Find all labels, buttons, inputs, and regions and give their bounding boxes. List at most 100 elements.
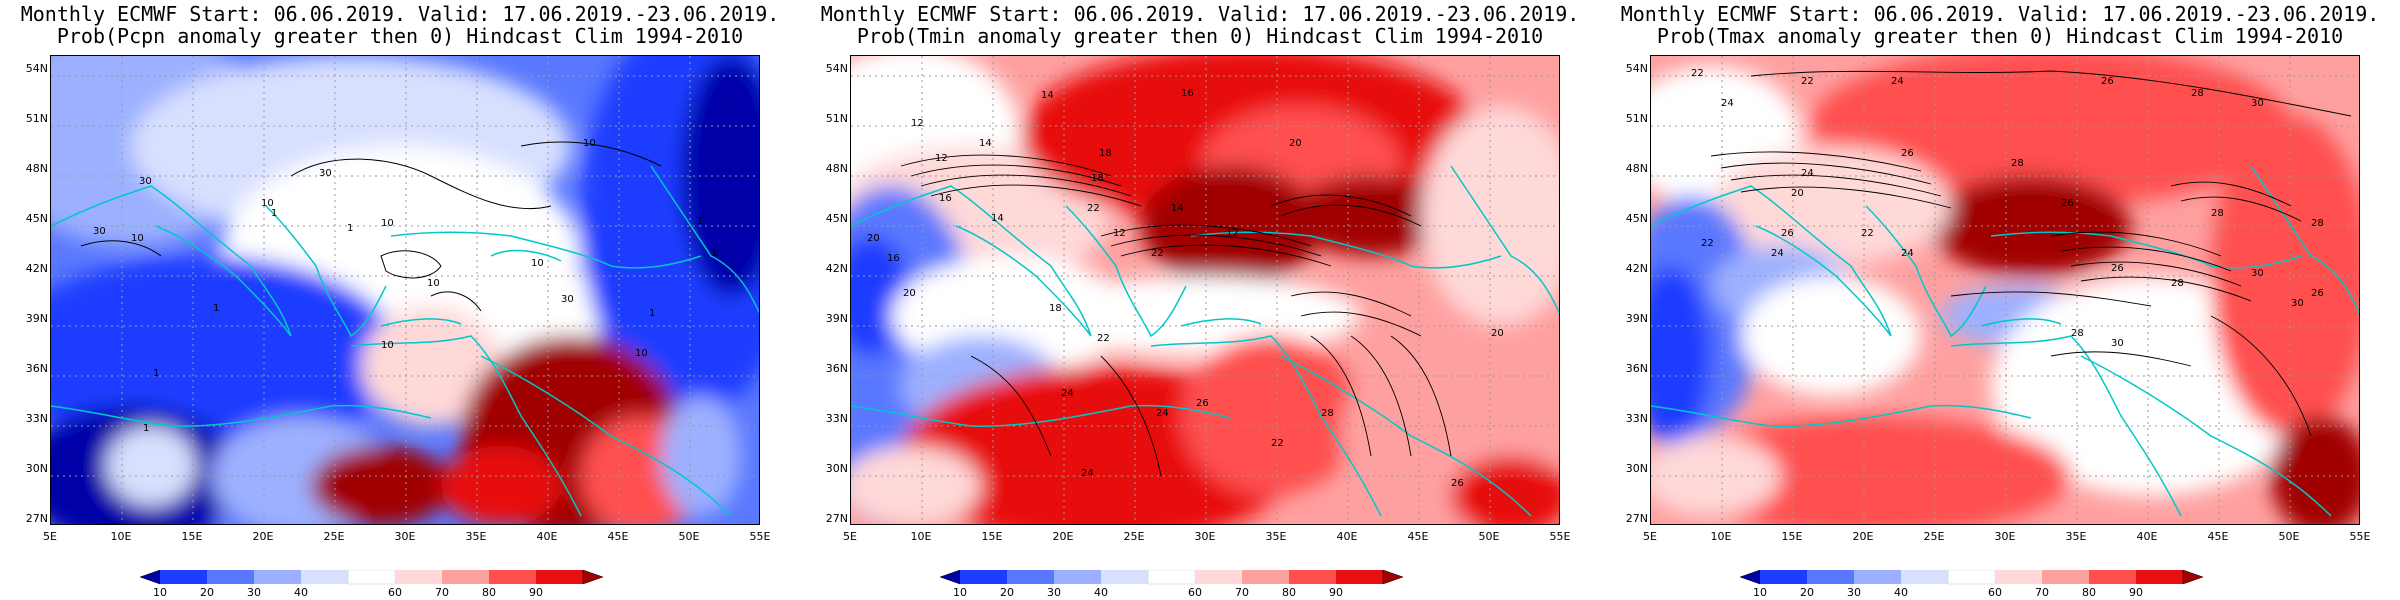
contour-label: 10 [427,278,440,289]
lon-label: 25E [1923,530,1945,543]
tmin-map: 14 16 12 14 18 20 12 16 18 22 14 20 16 1… [850,55,1560,525]
panel-tmin: Monthly ECMWF Start: 06.06.2019. Valid: … [800,0,1600,600]
lat-label: 30N [25,462,48,475]
contour-label: 28 [1321,408,1334,419]
panel-title-line1: Monthly ECMWF Start: 06.06.2019. Valid: … [20,2,780,26]
lon-label: 15E [981,530,1003,543]
contour-label: 10 [583,138,596,149]
colorbar-label: 60 [388,586,402,599]
contour-label: 10 [381,218,394,229]
panel-precipitation: Monthly ECMWF Start: 06.06.2019. Valid: … [0,0,800,600]
contour-label: 10 [261,198,274,209]
contour-label: 28 [2211,208,2224,219]
lat-label: 36N [1625,362,1648,375]
lat-label: 42N [825,262,848,275]
colorbar-label: 90 [1329,586,1343,599]
contour-label: 1 [347,223,353,234]
contour-label: 30 [93,226,106,237]
lat-label: 51N [825,112,848,125]
lat-label: 45N [825,212,848,225]
panel-title-line1: Monthly ECMWF Start: 06.06.2019. Valid: … [1620,2,2380,26]
contour-label: 22 [1801,76,1814,87]
lon-label: 55E [749,530,771,543]
colorbar-label: 10 [153,586,167,599]
colorbar-label: 70 [435,586,449,599]
contour-label: 26 [2111,263,2124,274]
colorbar-label: 30 [1847,586,1861,599]
contour-label: 10 [635,348,648,359]
contour-label: 26 [1901,148,1914,159]
colorbar-label: 70 [1235,586,1249,599]
contour-label: 24 [1891,76,1904,87]
contour-label: 24 [1156,408,1169,419]
contour-label: 26 [1451,478,1464,489]
lon-label: 50E [2278,530,2300,543]
colorbar-label: 70 [2035,586,2049,599]
panel-title-line1: Monthly ECMWF Start: 06.06.2019. Valid: … [820,2,1580,26]
panel-title-line2: Prob(Tmin anomaly greater then 0) Hindca… [856,24,1544,48]
colorbar-label: 40 [294,586,308,599]
colorbar-label: 60 [1988,586,2002,599]
lat-label: 45N [25,212,48,225]
contour-label: 26 [2101,76,2114,87]
colorbar-label: 90 [529,586,543,599]
lat-label: 48N [25,162,48,175]
contour-label: 28 [2171,278,2184,289]
lat-label: 36N [825,362,848,375]
lat-label: 51N [25,112,48,125]
lon-label: 5E [1643,530,1657,543]
colorbar-label: 20 [1800,586,1814,599]
contour-label: 20 [867,233,880,244]
colorbar-label: 40 [1094,586,1108,599]
contour-label: 12 [1113,228,1126,239]
contour-label: 22 [1151,248,1164,259]
lon-label: 15E [1781,530,1803,543]
contour-label: 1 [697,216,703,227]
lon-label: 35E [2065,530,2087,543]
lon-label: 45E [1407,530,1429,543]
contour-label: 18 [1099,148,1112,159]
lat-label: 30N [1625,462,1648,475]
contour-label: 30 [561,294,574,305]
lat-label: 30N [825,462,848,475]
lon-label: 50E [1478,530,1500,543]
lon-label: 55E [2349,530,2371,543]
contour-label: 22 [1271,438,1284,449]
lat-label: 36N [25,362,48,375]
lat-label: 33N [1625,412,1648,425]
lon-label: 40E [536,530,558,543]
contour-label: 24 [1801,168,1814,179]
lon-label: 5E [43,530,57,543]
contour-label: 26 [2311,288,2324,299]
colorbar-label: 60 [1188,586,1202,599]
lon-label: 40E [2136,530,2158,543]
lon-label: 10E [910,530,932,543]
contour-label: 22 [1691,68,1704,79]
contour-label: 12 [1226,228,1239,239]
contour-label: 26 [1196,398,1209,409]
lon-label: 50E [678,530,700,543]
tmax-map: 22 24 26 28 30 22 24 26 28 24 26 28 20 2… [1650,55,2360,525]
contour-label: 10 [381,340,394,351]
contour-label: 14 [1171,203,1184,214]
colorbar: 10 20 30 40 60 70 80 90 [1739,570,2204,599]
contour-label: 24 [1901,248,1914,259]
colorbar-label: 20 [200,586,214,599]
contour-label: 22 [1097,333,1110,344]
contour-label: 16 [939,193,952,204]
lat-label: 27N [25,512,48,525]
contour-label: 14 [991,213,1004,224]
contour-label: 24 [1061,388,1074,399]
contour-label: 18 [1091,173,1104,184]
lon-label: 25E [323,530,345,543]
colorbar: 10 20 30 40 60 70 80 90 [939,570,1404,599]
colorbar-label: 80 [1282,586,1296,599]
panel-title-line2: Prob(Tmax anomaly greater then 0) Hindca… [1656,24,2344,48]
contour-label: 30 [2111,338,2124,349]
lat-label: 42N [1625,262,1648,275]
precipitation-map: 10 30 10 30 10 1 1 10 30 10 1 1 10 1 1 1… [50,55,760,525]
lon-label: 30E [1194,530,1216,543]
lon-label: 45E [607,530,629,543]
contour-label: 24 [1721,98,1734,109]
lat-label: 33N [25,412,48,425]
